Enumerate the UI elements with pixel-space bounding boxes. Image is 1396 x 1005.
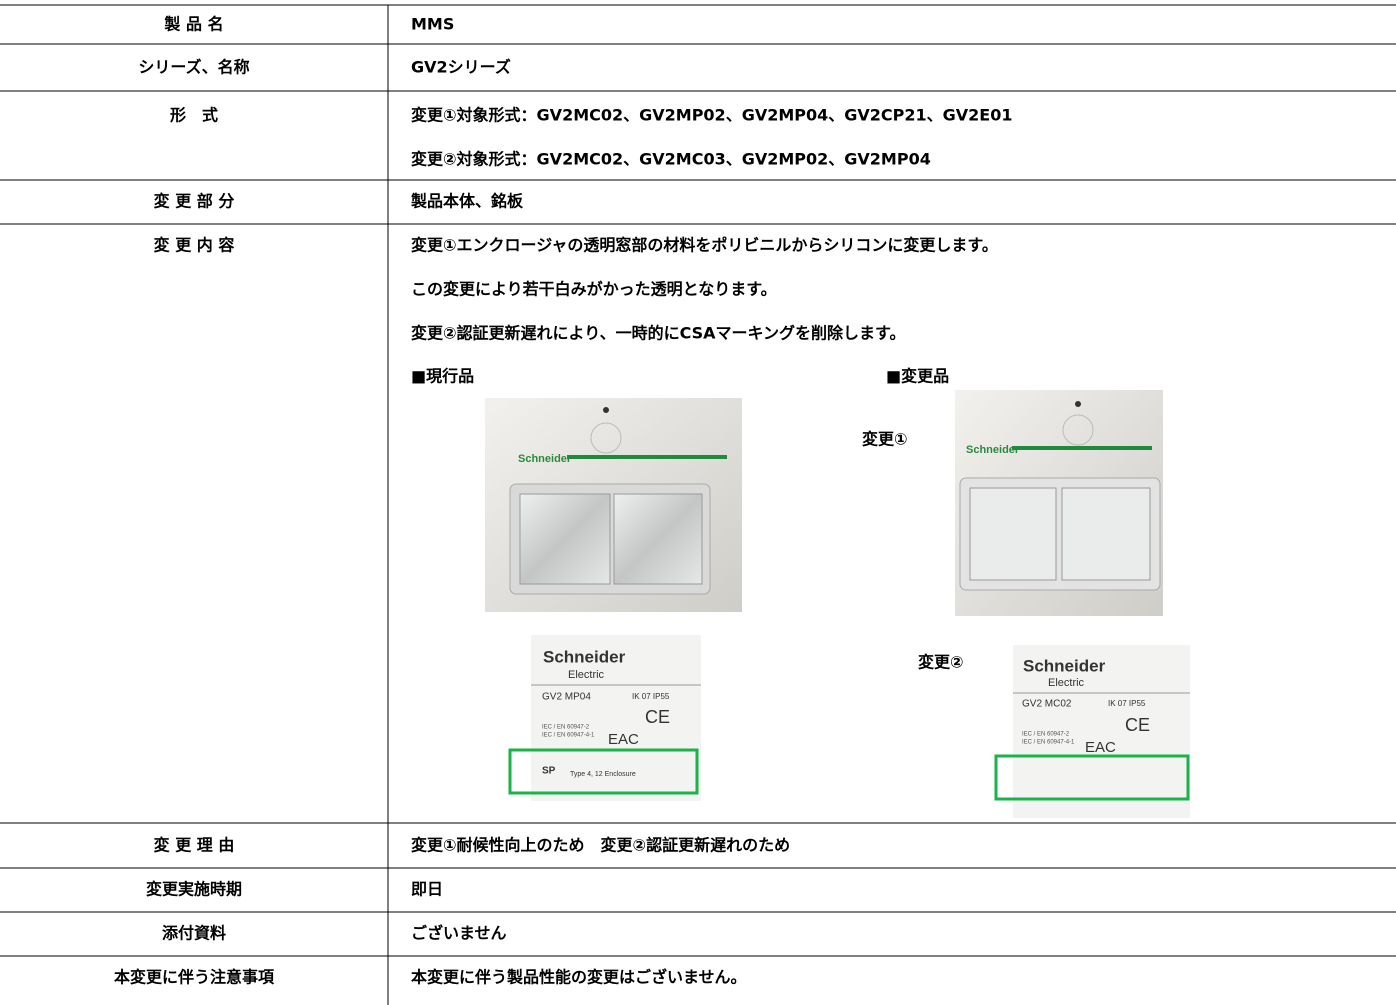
row-label: 変 更 内 容	[154, 236, 235, 255]
photo-current-label: Schneider Electric GV2 MP04 IK 07 IP55 I…	[508, 635, 701, 801]
photo-text: IK 07 IP55	[1108, 699, 1146, 708]
row-value: 即日	[411, 880, 443, 899]
photo-text: EAC	[1085, 739, 1116, 756]
row-value: 変更①エンクロージャの透明窓部の材料をポリビニルからシリコンに変更します。	[411, 236, 998, 255]
photo-changed-label: Schneider Electric GV2 MC02 IK 07 IP55 I…	[994, 645, 1190, 818]
row-value: 本変更に伴う製品性能の変更はございません。	[411, 968, 747, 987]
photo-text: Electric	[1048, 677, 1085, 689]
photo-text: IEC / EN 60947-4-1	[1022, 740, 1075, 746]
figure-label: 変更②	[918, 653, 964, 672]
row-value: この変更により若干白みがかった透明となります。	[411, 280, 777, 299]
photo-text: GV2 MC02	[1022, 699, 1072, 710]
row-label: 添付資料	[162, 924, 226, 943]
row-label: 本変更に伴う注意事項	[114, 968, 275, 987]
row-label: シリーズ、名称	[138, 58, 249, 77]
photo-text: IEC / EN 60947-2	[1022, 732, 1070, 738]
row-value: 変更②認証更新遅れにより、一時的にCSAマーキングを削除します。	[411, 324, 905, 343]
figure-heading: ■変更品	[886, 367, 949, 386]
photo-current-enclosure: Schneider	[485, 398, 742, 612]
row-label: 製 品 名	[163, 15, 223, 34]
photo-text: Schneider	[1023, 656, 1106, 675]
photo-text: Schneider	[543, 647, 626, 666]
figure-heading: ■現行品	[411, 367, 474, 386]
photo-text: SP	[542, 766, 556, 777]
photo-text: CE	[645, 707, 670, 727]
photo-text: Schneider	[518, 453, 572, 465]
photo-text: Electric	[568, 669, 605, 681]
row-label: 変 更 部 分	[154, 192, 235, 211]
row-label: 変 更 理 由	[154, 836, 235, 855]
row-value: MMS	[411, 15, 454, 34]
row-value: 製品本体、銘板	[410, 192, 524, 211]
photo-text: IEC / EN 60947-2	[542, 725, 590, 731]
photo-text: IK 07 IP55	[632, 692, 670, 701]
row-value: GV2シリーズ	[411, 58, 511, 77]
table-grid	[0, 4, 1396, 1005]
row-value: ございません	[411, 924, 507, 943]
photo-text: CE	[1125, 715, 1150, 735]
row-label: 形 式	[170, 106, 218, 125]
row-value: 変更②対象形式：GV2MC02、GV2MC03、GV2MP02、GV2MP04	[411, 150, 931, 169]
figure-label: 変更①	[862, 430, 908, 449]
photo-text: Schneider	[966, 444, 1020, 456]
photo-changed-enclosure: Schneider	[955, 390, 1163, 616]
photo-text: GV2 MP04	[542, 692, 591, 703]
row-value: 変更①対象形式：GV2MC02、GV2MP02、GV2MP04、GV2CP21、…	[411, 106, 1012, 125]
photo-text: Type 4, 12 Enclosure	[570, 771, 636, 778]
photo-text: EAC	[608, 731, 639, 748]
row-value: 変更①耐候性向上のため 変更②認証更新遅れのため	[411, 836, 790, 855]
row-label: 変更実施時期	[146, 880, 242, 899]
photo-text: IEC / EN 60947-4-1	[542, 733, 595, 739]
